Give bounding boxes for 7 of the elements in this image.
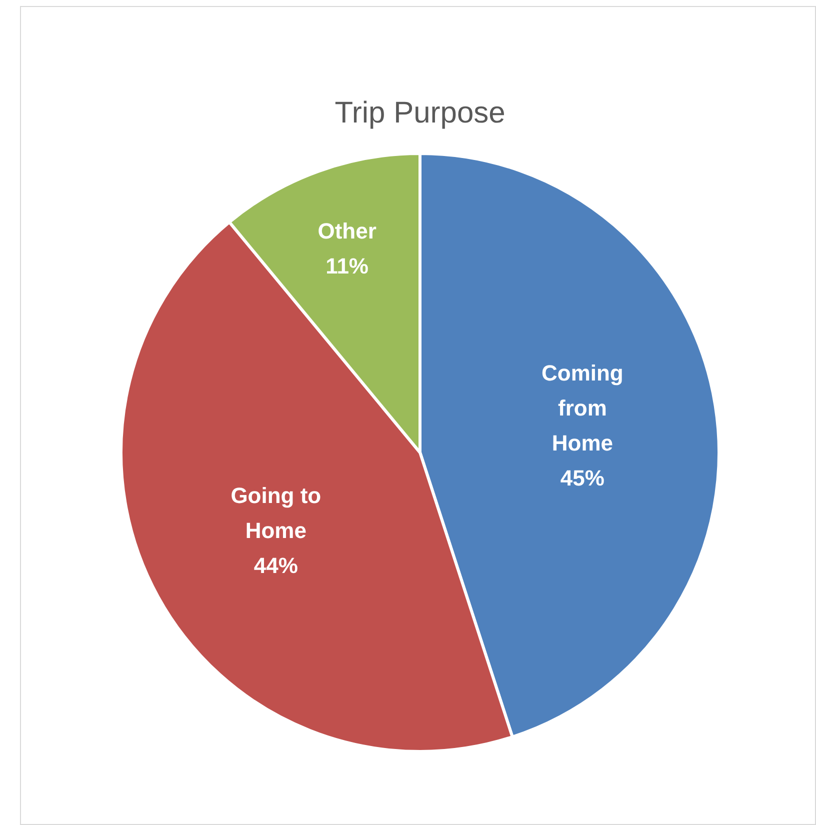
slice-label: Other [318,218,377,244]
data-label: 45% [560,465,604,490]
data-label: 44% [254,552,298,578]
slice-label: Going to Home [230,482,322,543]
chart-title: Trip Purpose [334,96,506,130]
data-label: 11% [326,254,368,279]
slice-label: Coming from Home [541,360,624,456]
